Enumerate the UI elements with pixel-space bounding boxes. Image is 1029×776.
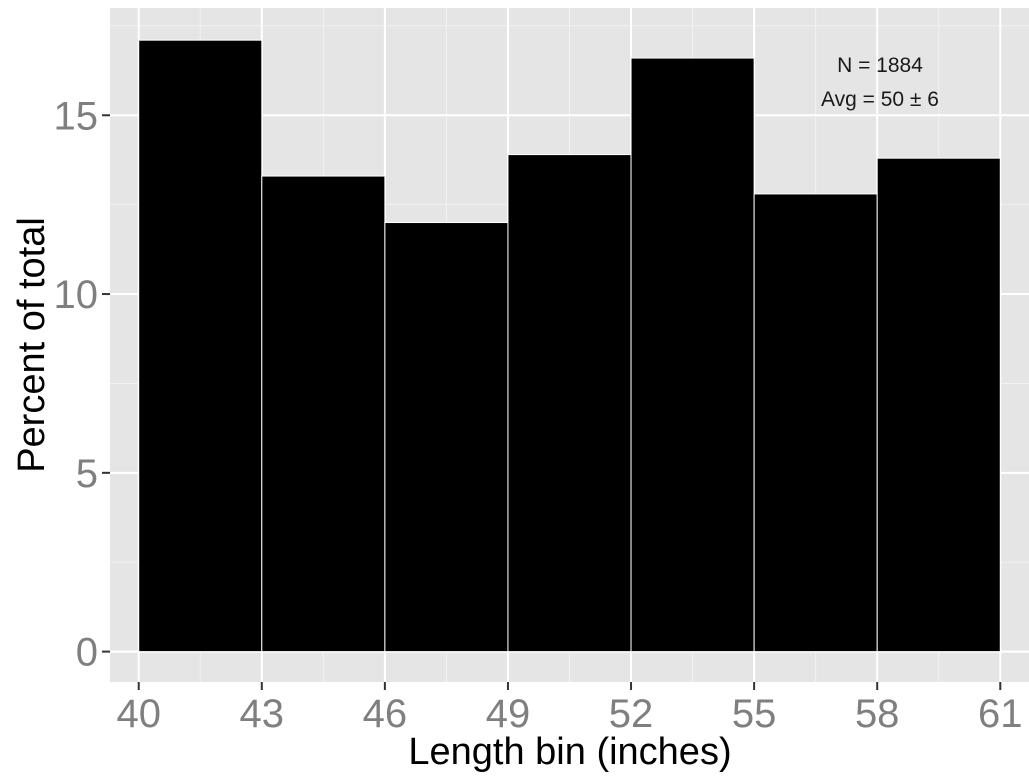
x-axis: 40 43 46 49 52 55 58 61 (116, 682, 1023, 736)
x-tick-label: 40 (116, 692, 161, 736)
x-tick-label: 58 (855, 692, 900, 736)
annotation-avg: Avg = 50 ± 6 (821, 88, 939, 111)
x-tick-label: 49 (486, 692, 531, 736)
y-axis-title: Percent of total (11, 217, 53, 473)
histogram-bar (138, 39, 263, 653)
histogram-bar (261, 175, 386, 653)
y-tick-label: 0 (76, 631, 98, 675)
histogram-bar (876, 157, 1001, 653)
annotations: N = 1884 Avg = 50 ± 6 (821, 54, 939, 111)
x-tick-label: 52 (609, 692, 654, 736)
histogram-bar (630, 57, 755, 653)
y-tick-label: 5 (76, 452, 98, 496)
x-axis-title: Length bin (inches) (408, 731, 731, 773)
bars (138, 39, 1001, 653)
y-tick-label: 10 (54, 273, 99, 317)
histogram-bar (384, 222, 509, 653)
y-tick-label: 15 (54, 94, 99, 138)
histogram-bar (753, 193, 878, 653)
x-tick-label: 61 (978, 692, 1023, 736)
y-axis: 0 5 10 15 (54, 94, 110, 675)
x-tick-label: 55 (732, 692, 777, 736)
x-tick-label: 46 (363, 692, 408, 736)
annotation-n: N = 1884 (837, 54, 923, 77)
x-tick-label: 43 (240, 692, 285, 736)
histogram-bar (507, 154, 632, 653)
